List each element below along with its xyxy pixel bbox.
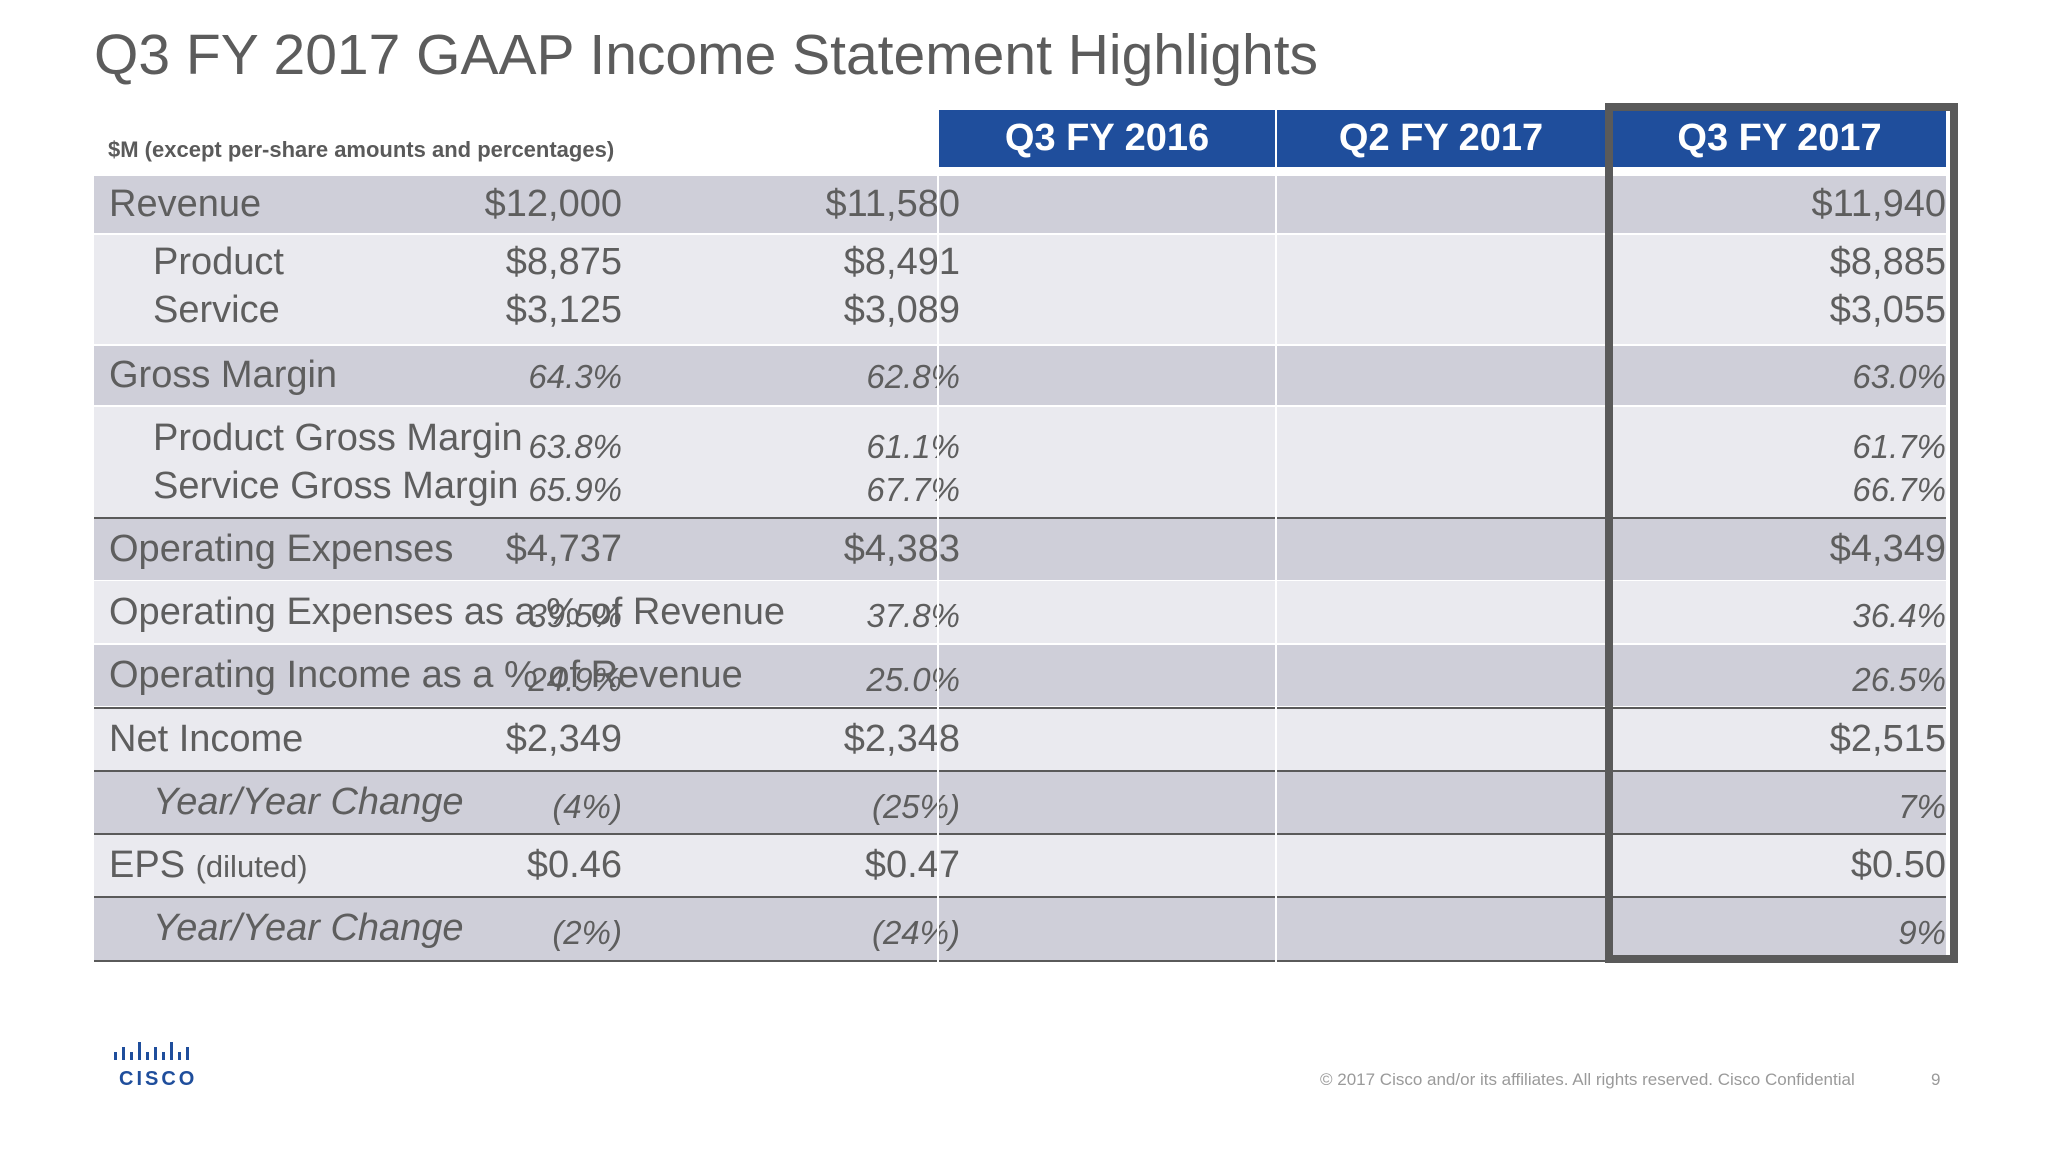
table-row-gross-margin: Gross Margin 64.3% 62.8% 63.0% (94, 346, 1946, 405)
cell-value: $3,125 (505, 289, 622, 331)
cell-value: 66.7% (1852, 471, 1946, 508)
table-row-product-service: Product $8,875 $8,491 $8,885 Service $3,… (94, 235, 1946, 344)
footer-copyright: © 2017 Cisco and/or its affiliates. All … (1320, 1070, 1855, 1089)
cell-value: $12,000 (484, 183, 622, 225)
row-label: EPS (diluted) (109, 844, 308, 887)
cell-value: $4,349 (1829, 528, 1946, 570)
row-label: Year/Year Change (153, 781, 464, 823)
cell-value: 7% (1898, 788, 1946, 825)
table-row-eps-yoy: Year/Year Change (2%) (24%) 9% (94, 896, 1946, 962)
cell-value: 26.5% (1852, 661, 1946, 698)
row-label: Net Income (109, 718, 304, 760)
cell-value: $2,515 (1829, 718, 1946, 760)
cell-value: $3,089 (843, 289, 960, 331)
cell-value: 36.4% (1852, 597, 1946, 634)
column-header-q2fy2017: Q2 FY 2017 (1277, 110, 1605, 167)
column-header-q3fy2016: Q3 FY 2016 (939, 110, 1275, 167)
column-divider (1275, 110, 1277, 962)
cell-value: (4%) (552, 788, 622, 825)
cell-value: 24.9% (528, 661, 622, 698)
cell-value: $11,940 (1811, 183, 1946, 225)
eps-label-suffix: (diluted) (195, 849, 308, 884)
cell-value: 63.0% (1852, 358, 1946, 395)
column-divider (1609, 110, 1611, 962)
row-label: Operating Expenses as a % of Revenue (109, 591, 785, 633)
cell-value: $0.47 (864, 844, 960, 886)
cell-value: $8,875 (505, 241, 622, 283)
table-row-net-income: Net Income $2,349 $2,348 $2,515 (94, 707, 1946, 770)
cell-value: 9% (1898, 914, 1946, 951)
row-label: Gross Margin (109, 354, 338, 396)
cell-value: 67.7% (866, 471, 960, 508)
row-label: Revenue (109, 183, 262, 225)
cell-value: (24%) (871, 914, 960, 951)
cell-value: $8,491 (843, 241, 960, 283)
column-divider (937, 110, 939, 962)
row-label: Product (153, 241, 284, 283)
cell-value: 61.7% (1852, 428, 1946, 465)
cell-value: $4,383 (843, 528, 960, 570)
cell-value: 65.9% (528, 471, 622, 508)
cell-value: 63.8% (528, 428, 622, 465)
cell-value: $2,349 (505, 718, 622, 760)
slide-title: Q3 FY 2017 GAAP Income Statement Highlig… (94, 23, 1319, 87)
cell-value: 25.0% (866, 661, 960, 698)
cell-value: $4,737 (505, 528, 622, 570)
row-label: Product Gross Margin (153, 417, 523, 459)
table-row-opex-pct: Operating Expenses as a % of Revenue 39.… (94, 581, 1946, 643)
units-note: $M (except per-share amounts and percent… (108, 137, 615, 162)
column-header-q3fy2017: Q3 FY 2017 (1613, 110, 1946, 167)
table-row-segment-margins: Product Gross Margin 63.8% 61.1% 61.7% S… (94, 407, 1946, 517)
row-label: Service Gross Margin (153, 465, 519, 507)
page-number: 9 (1931, 1070, 1941, 1089)
row-label: Operating Income as a % of Revenue (109, 654, 743, 696)
table-row-opinc-pct: Operating Income as a % of Revenue 24.9%… (94, 645, 1946, 706)
cell-value: (25%) (871, 788, 960, 825)
row-label: Year/Year Change (153, 907, 464, 949)
cell-value: (2%) (552, 914, 622, 951)
cell-value: 61.1% (866, 428, 960, 465)
cisco-logo-bars-icon (114, 1042, 189, 1060)
table-row-net-income-yoy: Year/Year Change (4%) (25%) 7% (94, 770, 1946, 833)
cell-value: $2,348 (843, 718, 960, 760)
cell-value: 37.8% (866, 597, 960, 634)
table-row-operating-expenses: Operating Expenses $4,737 $4,383 $4,349 (94, 517, 1946, 580)
cell-value: 62.8% (866, 358, 960, 395)
cell-value: $0.50 (1850, 844, 1946, 886)
cell-value: $3,055 (1829, 289, 1946, 331)
cell-value: 64.3% (528, 358, 622, 395)
eps-label: EPS (109, 844, 186, 886)
row-label: Operating Expenses (109, 528, 454, 570)
table-row-eps: EPS (diluted) $0.46 $0.47 $0.50 (94, 833, 1946, 896)
row-label: Service (153, 289, 280, 331)
cell-value: $8,885 (1829, 241, 1946, 283)
cisco-logo-text: CISCO (119, 1068, 198, 1090)
cell-value: 39.5% (528, 597, 622, 634)
cell-value: $11,580 (825, 183, 960, 225)
table-row-revenue: Revenue $12,000 $11,580 $11,940 (94, 176, 1946, 233)
cell-value: $0.46 (526, 844, 622, 886)
